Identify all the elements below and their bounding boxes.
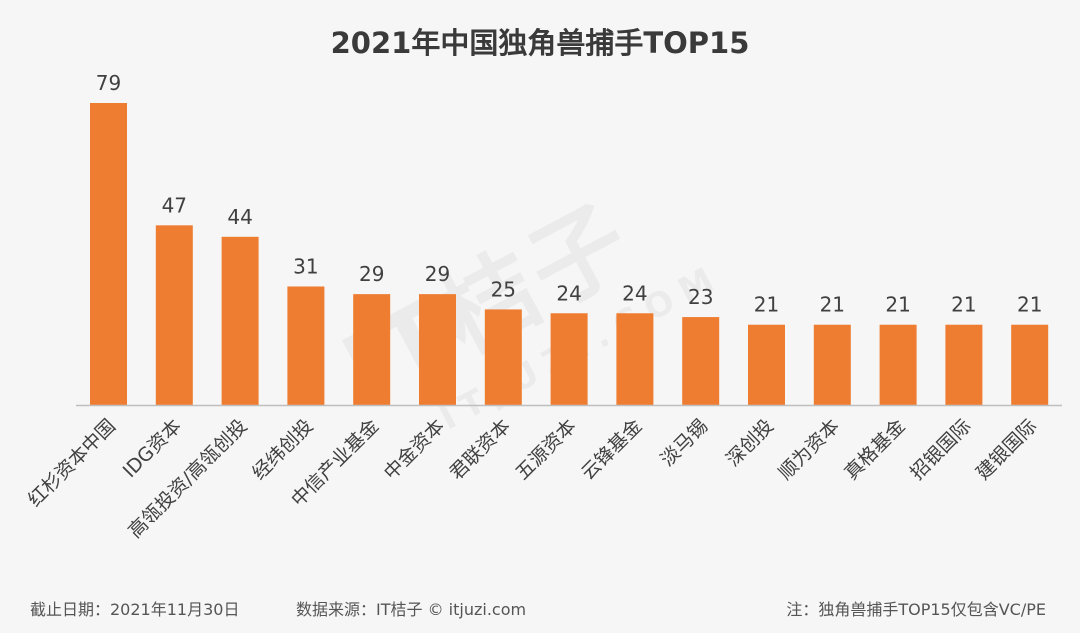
bar-11 bbox=[813, 324, 851, 405]
category-label-10: 深创投 bbox=[722, 415, 778, 471]
value-label-5: 29 bbox=[425, 262, 450, 286]
category-label-12: 真格基金 bbox=[840, 415, 909, 484]
value-label-13: 21 bbox=[951, 293, 976, 317]
value-label-12: 21 bbox=[885, 293, 910, 317]
footer-data-source: 数据来源：IT桔子 © itjuzi.com bbox=[296, 600, 527, 619]
bar-group bbox=[90, 103, 1049, 405]
bar-4 bbox=[353, 294, 391, 405]
value-label-14: 21 bbox=[1017, 293, 1042, 317]
value-label-4: 29 bbox=[359, 262, 384, 286]
value-label-2: 44 bbox=[227, 205, 252, 229]
bar-12 bbox=[879, 324, 917, 405]
category-label-9: 淡马锡 bbox=[656, 415, 712, 471]
category-label-13: 招银国际 bbox=[906, 415, 975, 484]
bar-1 bbox=[155, 225, 193, 405]
bar-10 bbox=[748, 324, 785, 405]
bar-8 bbox=[616, 313, 654, 405]
bar-14 bbox=[1011, 324, 1049, 405]
value-label-10: 21 bbox=[754, 293, 779, 317]
value-label-6: 25 bbox=[491, 277, 516, 301]
category-label-group: 红杉资本中国IDG资本高瓴投资/高瓴创投经纬创投中信产业基金中金资本君联资本五源… bbox=[24, 415, 1041, 543]
category-label-7: 五源资本 bbox=[511, 415, 580, 484]
value-label-0: 79 bbox=[96, 71, 121, 95]
chart-title: 2021年中国独角兽捕手TOP15 bbox=[330, 26, 750, 60]
footer-cutoff-date: 截止日期：2021年11月30日 bbox=[30, 600, 240, 619]
value-label-8: 24 bbox=[622, 281, 647, 305]
bar-0 bbox=[90, 103, 127, 405]
value-label-group: 79 47 44 31 29 29 25 24 24 23 21 21 21 21 21 bbox=[96, 71, 1043, 317]
bar-3 bbox=[287, 286, 325, 405]
footer-note: 注：独角兽捕手TOP15仅包含VC/PE bbox=[786, 600, 1046, 619]
bar-9 bbox=[682, 317, 720, 405]
category-label-8: 云锋基金 bbox=[577, 415, 646, 484]
category-label-2: 高瓴投资/高瓴创投 bbox=[124, 415, 252, 543]
value-label-3: 31 bbox=[293, 254, 318, 278]
bar-5 bbox=[419, 294, 456, 405]
category-label-1: IDG资本 bbox=[119, 415, 186, 482]
category-label-5: 中金资本 bbox=[380, 415, 449, 484]
category-label-6: 君联资本 bbox=[446, 415, 515, 484]
value-label-11: 21 bbox=[820, 293, 845, 317]
bar-13 bbox=[945, 324, 983, 405]
value-label-9: 23 bbox=[688, 285, 713, 309]
category-label-11: 顺为资本 bbox=[775, 415, 844, 484]
value-label-7: 24 bbox=[556, 281, 581, 305]
bar-6 bbox=[484, 309, 522, 405]
category-label-3: 经纬创投 bbox=[248, 415, 317, 484]
bar-2 bbox=[221, 236, 259, 405]
value-label-1: 47 bbox=[162, 193, 187, 217]
bar-7 bbox=[550, 313, 588, 405]
category-label-14: 建银国际 bbox=[972, 415, 1041, 484]
category-label-0: 红杉资本中国 bbox=[24, 415, 120, 511]
